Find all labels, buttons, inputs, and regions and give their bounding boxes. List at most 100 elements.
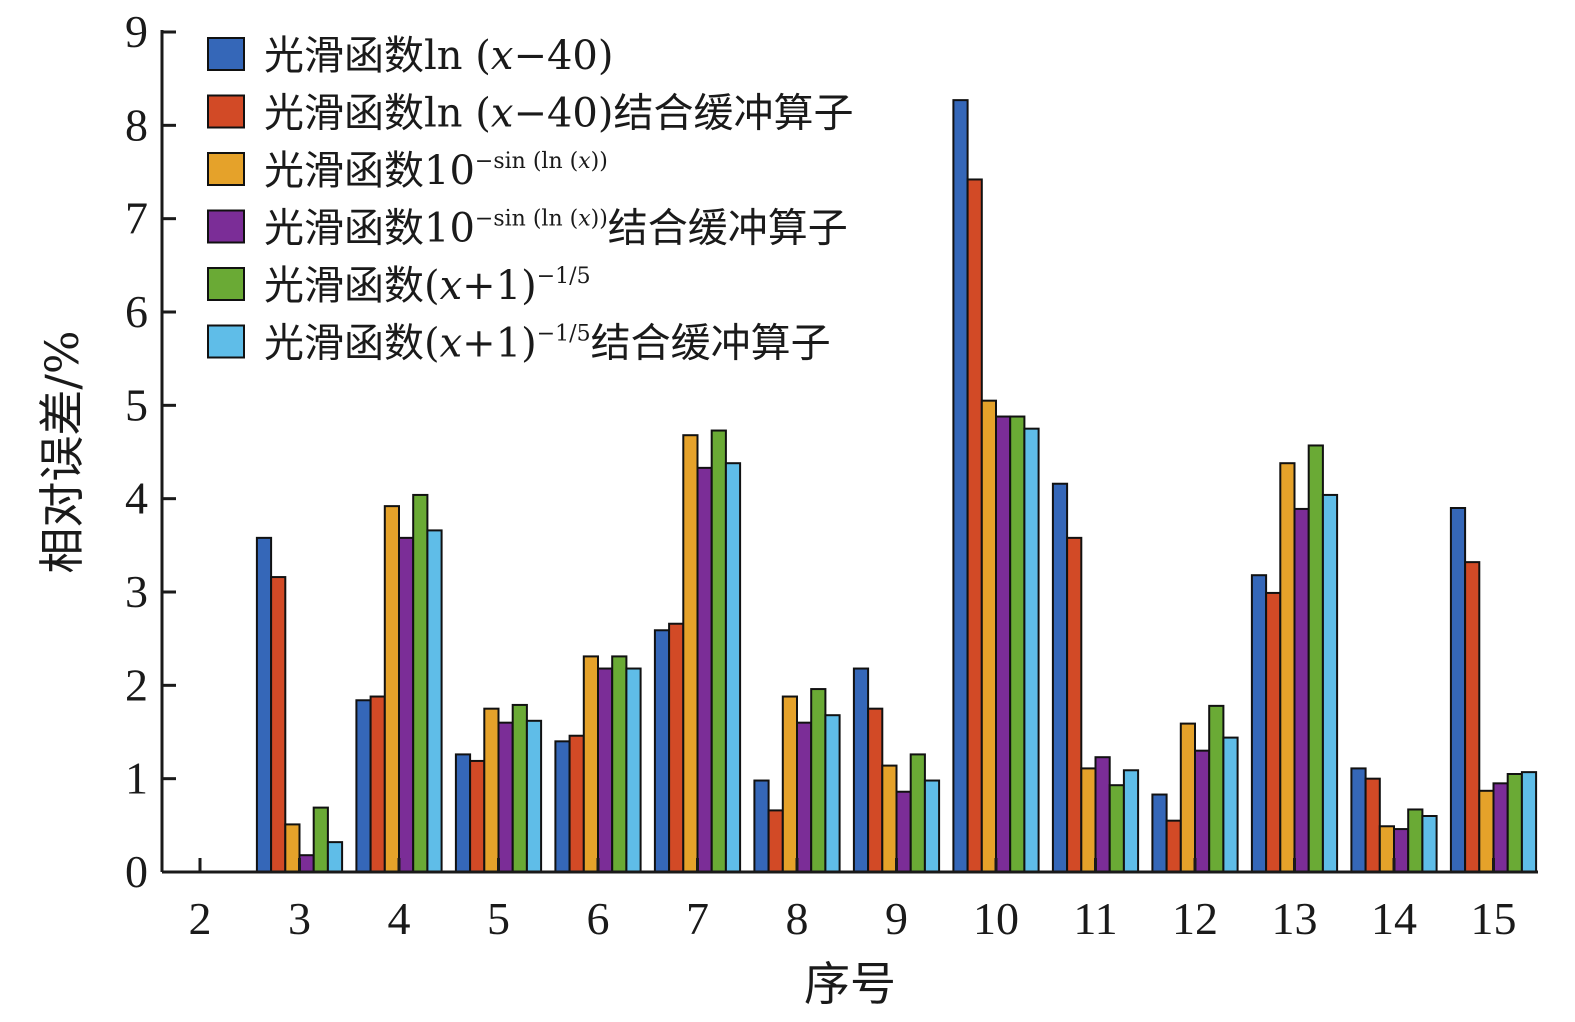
bar-series-6-10 [1023, 427, 1040, 873]
bar-series-4-13 [1293, 507, 1310, 873]
legend: 光滑函数ln (x−40)光滑函数ln (x−40)结合缓冲算子光滑函数10−s… [207, 33, 853, 367]
bar-series-2-10 [966, 178, 983, 873]
legend-label: 光滑函数ln (x−40) [264, 33, 613, 79]
bar-series-1-5 [454, 753, 472, 874]
bar-series-3-14 [1378, 825, 1396, 873]
legend-label-part: 光滑函数ln ( [264, 33, 491, 79]
x-tick-label: 8 [786, 893, 809, 944]
bar-series-4-11 [1094, 756, 1111, 874]
y-tick-label: 2 [125, 659, 148, 710]
bar-series-6-3 [326, 841, 344, 874]
bar-series-2-14 [1364, 777, 1381, 874]
bar-series-1-12 [1151, 793, 1168, 873]
legend-label-part: )) [591, 149, 608, 174]
x-tick-label: 11 [1073, 893, 1117, 944]
x-tick-label: 6 [587, 893, 610, 944]
bar-series-3-11 [1080, 767, 1097, 874]
bar-series-4-8 [796, 721, 813, 874]
bar-series-5-13 [1307, 444, 1324, 873]
bar-series-2-9 [867, 707, 884, 874]
legend-label-part: −40)结合缓冲算子 [513, 91, 853, 137]
bar-series-6-6 [625, 667, 642, 873]
bar-series-4-12 [1194, 749, 1211, 874]
bar-series-5-14 [1407, 808, 1424, 874]
bar-series-5-5 [511, 703, 528, 874]
legend-label-part: −1/5 [537, 264, 591, 289]
bar-series-6-4 [426, 529, 443, 874]
bar-series-1-3 [255, 536, 273, 873]
bar-series-5-11 [1108, 784, 1125, 874]
legend-label: 光滑函数(x+1)−1/5 [264, 263, 591, 309]
legend-label-part: 结合缓冲算子 [591, 321, 831, 367]
bar-series-4-3 [298, 854, 315, 874]
y-tick-label: 3 [125, 566, 148, 617]
bar-series-2-12 [1165, 819, 1182, 874]
x-tick-label: 3 [288, 893, 311, 944]
bar-series-5-6 [611, 655, 628, 874]
bar-series-3-6 [582, 655, 599, 874]
bar-series-5-8 [810, 688, 827, 873]
x-tick-label: 15 [1471, 893, 1517, 944]
y-tick-label: 5 [125, 379, 148, 430]
bar-series-6-7 [724, 462, 742, 873]
legend-label-part: )) [591, 207, 608, 232]
y-axis-title: 相对误差/% [35, 330, 89, 573]
bar-series-4-15 [1492, 782, 1509, 873]
x-ticks: 2 3 4 5 6 7 8 9 10 11 12 13 14 15 [189, 858, 1517, 944]
bar-series-6-8 [824, 714, 841, 874]
legend-label: 光滑函数10−sin (ln (x))结合缓冲算子 [264, 206, 848, 252]
bar-series-1-6 [554, 740, 571, 873]
legend-label-part: 结合缓冲算子 [608, 206, 848, 252]
bar-series-2-15 [1464, 561, 1481, 874]
bar-series-2-13 [1265, 591, 1282, 874]
legend-label: 光滑函数(x+1)−1/5结合缓冲算子 [264, 321, 831, 367]
legend-label-part: 光滑函数10 [264, 148, 475, 194]
bar-series-1-15 [1449, 507, 1467, 873]
legend-label-part: 光滑函数( [264, 321, 440, 367]
x-tick-label: 13 [1272, 893, 1318, 944]
bar-series-2-8 [767, 809, 784, 874]
bar-series-1-14 [1350, 767, 1367, 874]
y-tick-label: 6 [125, 286, 148, 337]
y-tick-label: 4 [125, 473, 148, 524]
x-tick-label: 12 [1172, 893, 1218, 944]
legend-swatch [207, 37, 245, 71]
bar-series-5-12 [1208, 704, 1225, 873]
legend-label-part: −40) [513, 33, 613, 79]
bar-series-3-7 [682, 434, 699, 873]
bar-series-2-6 [568, 734, 585, 873]
bar-series-6-14 [1421, 815, 1438, 873]
bar-series-3-5 [483, 707, 500, 874]
bar-series-1-11 [1051, 482, 1069, 873]
legend-label-part: x [491, 91, 514, 137]
bar-series-6-15 [1520, 771, 1538, 874]
bar-series-6-12 [1222, 736, 1239, 873]
bar-series-6-9 [923, 779, 941, 873]
legend-label: 光滑函数ln (x−40)结合缓冲算子 [264, 91, 853, 137]
legend-label-part: x [440, 321, 463, 367]
x-tick-label: 9 [885, 893, 908, 944]
bar-series-6-13 [1321, 493, 1339, 873]
bar-series-5-9 [909, 753, 926, 874]
bar-series-1-8 [753, 779, 770, 873]
y-tick-label: 8 [125, 99, 148, 150]
bar-series-2-4 [369, 695, 386, 873]
legend-swatch [207, 94, 245, 129]
bar-series-3-8 [781, 695, 798, 873]
x-tick-label: 4 [388, 893, 411, 944]
bar-series-4-4 [398, 536, 415, 873]
bar-series-1-10 [952, 99, 969, 873]
bar-series-6-11 [1122, 769, 1140, 873]
legend-label-part: x [440, 263, 463, 309]
legend-label-part: 光滑函数( [264, 263, 440, 309]
bar-series-3-3 [284, 823, 301, 874]
axes-layer [160, 30, 1538, 874]
bar-series-3-13 [1279, 462, 1296, 873]
y-tick-label: 1 [125, 753, 148, 804]
bar-series-3-12 [1179, 722, 1197, 873]
bar-series-4-7 [696, 466, 713, 873]
bar-series-5-7 [710, 429, 727, 873]
legend-label-part: −1/5 [537, 322, 591, 347]
bar-series-5-3 [312, 806, 329, 873]
